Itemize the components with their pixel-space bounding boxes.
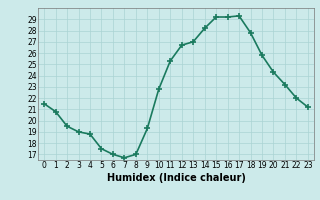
X-axis label: Humidex (Indice chaleur): Humidex (Indice chaleur) (107, 173, 245, 183)
